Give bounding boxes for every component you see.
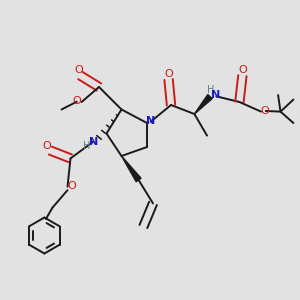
Text: N: N xyxy=(89,137,98,147)
Text: O: O xyxy=(67,181,76,191)
Polygon shape xyxy=(122,156,141,182)
Text: O: O xyxy=(42,141,51,151)
Text: N: N xyxy=(211,90,220,100)
Text: H: H xyxy=(207,85,214,95)
Text: O: O xyxy=(75,65,84,75)
Text: N: N xyxy=(146,116,155,126)
Polygon shape xyxy=(194,94,212,114)
Text: O: O xyxy=(73,96,82,106)
Text: O: O xyxy=(260,106,269,116)
Text: O: O xyxy=(238,65,247,75)
Text: O: O xyxy=(164,69,173,79)
Text: H: H xyxy=(83,141,91,152)
